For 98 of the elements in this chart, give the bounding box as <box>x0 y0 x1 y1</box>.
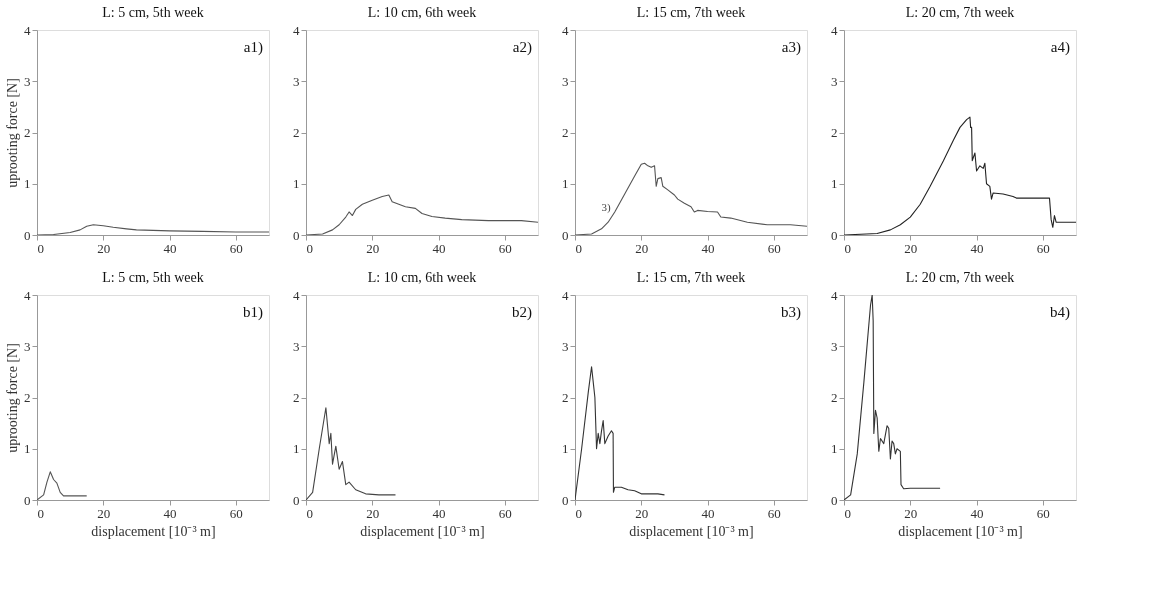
y-tick-label: 2 <box>831 390 838 405</box>
y-tick-label: 0 <box>24 227 31 243</box>
x-tick-label: 40 <box>163 240 177 256</box>
x-tick-label: 20 <box>97 505 111 521</box>
y-tick-label: 4 <box>831 287 838 303</box>
y-tick-label: 0 <box>293 227 300 243</box>
annotation: a3) <box>781 39 801 56</box>
y-tick-label: 1 <box>24 176 31 192</box>
x-tick-label: 40 <box>701 505 715 521</box>
x-axis-title: displacement [10⁻³ m] <box>629 523 754 539</box>
annotation: 3) <box>601 200 612 214</box>
y-tick-label: 2 <box>562 390 569 405</box>
x-tick-label: 20 <box>635 505 649 521</box>
x-tick-label: 60 <box>498 240 512 256</box>
y-tick-label: 3 <box>831 338 838 354</box>
y-tick-label: 0 <box>293 492 300 508</box>
x-tick-label: 20 <box>366 240 380 256</box>
x-tick-label: 40 <box>970 240 984 256</box>
x-axis-title: displacement [10⁻³ m] <box>360 523 485 539</box>
y-tick-label: 0 <box>562 492 569 508</box>
y-tick-label: 4 <box>831 22 838 38</box>
x-tick-label: 60 <box>767 505 781 521</box>
x-tick-label: 60 <box>229 240 243 256</box>
y-tick-label: 2 <box>24 125 31 140</box>
annotation: b2) <box>512 304 532 321</box>
x-tick-label: 40 <box>970 505 984 521</box>
chart-title: L: 15 cm, 7th week <box>636 270 746 285</box>
y-tick-label: 2 <box>562 125 569 140</box>
chart-title: L: 20 cm, 7th week <box>905 270 1015 285</box>
y-tick-label: 0 <box>831 227 838 243</box>
x-tick-label: 0 <box>37 240 44 256</box>
x-tick-label: 0 <box>575 240 582 256</box>
line-series <box>37 471 88 500</box>
y-tick-label: 4 <box>293 287 300 303</box>
x-tick-label: 40 <box>701 240 715 256</box>
x-tick-label: 20 <box>366 505 380 521</box>
y-tick-label: 1 <box>293 441 300 457</box>
y-tick-label: 3 <box>293 338 300 354</box>
x-tick-label: 60 <box>498 505 512 521</box>
x-tick-label: 0 <box>844 240 851 256</box>
y-tick-label: 4 <box>562 22 569 38</box>
chart-title: L: 10 cm, 6th week <box>367 270 477 285</box>
x-tick-label: 60 <box>229 505 243 521</box>
x-tick-label: 0 <box>844 505 851 521</box>
y-tick-label: 3 <box>831 73 838 89</box>
annotation: b4) <box>1050 304 1070 321</box>
x-tick-label: 40 <box>432 240 446 256</box>
y-tick-label: 1 <box>293 176 300 192</box>
y-tick-label: 1 <box>831 176 838 192</box>
x-tick-label: 20 <box>904 505 918 521</box>
annotation: b3) <box>781 304 801 321</box>
annotation: a1) <box>243 39 263 56</box>
y-tick-label: 4 <box>24 287 31 303</box>
y-tick-label: 2 <box>831 125 838 140</box>
y-tick-label: 2 <box>293 390 300 405</box>
x-tick-label: 60 <box>1036 505 1050 521</box>
x-axis-title: displacement [10⁻³ m] <box>91 523 216 539</box>
x-tick-label: 0 <box>37 505 44 521</box>
y-tick-label: 2 <box>24 390 31 405</box>
x-tick-label: 0 <box>306 505 313 521</box>
y-tick-label: 4 <box>24 22 31 38</box>
y-tick-label: 2 <box>293 125 300 140</box>
y-tick-label: 0 <box>831 492 838 508</box>
x-tick-label: 40 <box>432 505 446 521</box>
x-axis-title: displacement [10⁻³ m] <box>898 523 1023 539</box>
x-tick-label: 40 <box>163 505 177 521</box>
line-series <box>575 366 666 500</box>
chart-title: L: 5 cm, 5th week <box>102 5 204 20</box>
annotation: a4) <box>1050 39 1070 56</box>
y-tick-label: 3 <box>24 338 31 354</box>
x-tick-label: 0 <box>306 240 313 256</box>
line-series <box>306 407 397 500</box>
y-tick-label: 3 <box>293 73 300 89</box>
y-tick-label: 4 <box>293 22 300 38</box>
x-tick-label: 20 <box>904 240 918 256</box>
annotation: b1) <box>243 304 263 321</box>
x-tick-label: 0 <box>575 505 582 521</box>
y-tick-label: 1 <box>24 441 31 457</box>
y-tick-label: 1 <box>562 176 569 192</box>
x-tick-label: 20 <box>97 240 111 256</box>
y-tick-label: 3 <box>24 73 31 89</box>
chart-title: L: 20 cm, 7th week <box>905 5 1015 20</box>
y-tick-label: 3 <box>562 338 569 354</box>
y-tick-label: 0 <box>562 227 569 243</box>
x-tick-label: 60 <box>1036 240 1050 256</box>
chart-title: L: 10 cm, 6th week <box>367 5 477 20</box>
y-tick-label: 0 <box>24 492 31 508</box>
y-tick-label: 1 <box>562 441 569 457</box>
chart-title: L: 15 cm, 7th week <box>636 5 746 20</box>
y-tick-label: 4 <box>562 287 569 303</box>
annotation: a2) <box>512 39 532 56</box>
y-axis-title: uprooting force [N] <box>5 343 20 453</box>
y-tick-label: 1 <box>831 441 838 457</box>
chart-title: L: 5 cm, 5th week <box>102 270 204 285</box>
x-tick-label: 60 <box>767 240 781 256</box>
y-tick-label: 3 <box>562 73 569 89</box>
y-axis-title: uprooting force [N] <box>5 78 20 188</box>
x-tick-label: 20 <box>635 240 649 256</box>
